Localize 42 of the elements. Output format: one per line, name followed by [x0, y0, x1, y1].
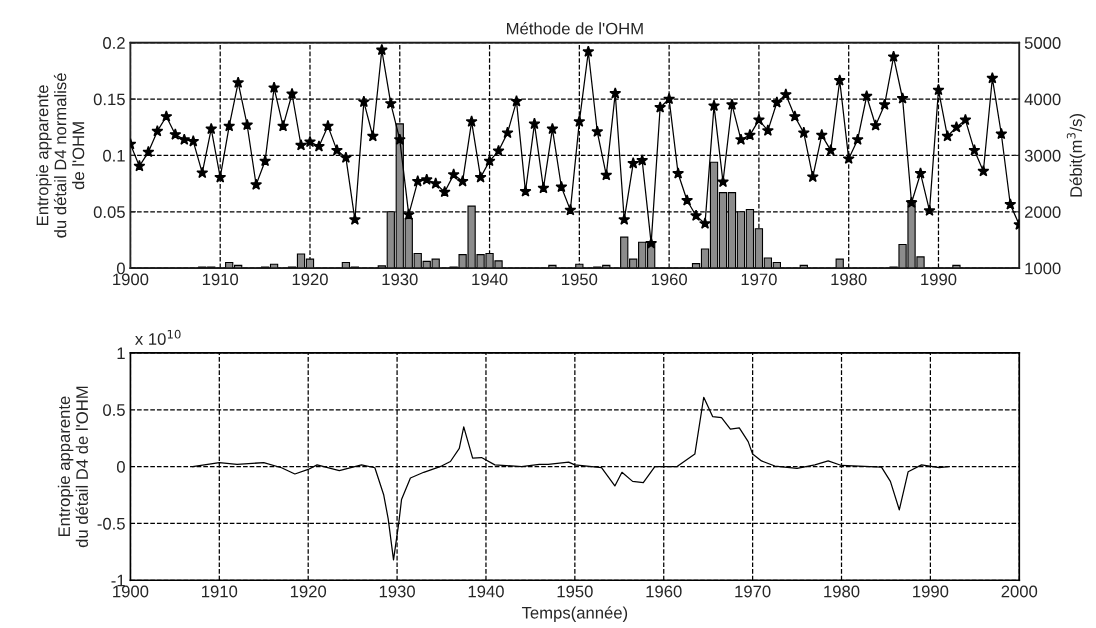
x-tick-label: 1970 — [735, 585, 771, 598]
x-tick-label: 1950 — [557, 585, 593, 598]
x-tick-label: 1990 — [913, 585, 949, 598]
y-tick-label: 0.1 — [103, 149, 125, 162]
y2-tick-label: 1000 — [1025, 262, 1061, 275]
x-axis-title: Temps(année) — [521, 606, 628, 622]
text: x 10$^{10}$ — [135, 329, 181, 345]
y-tick-label: 0 — [116, 262, 125, 275]
x-tick-label: 1930 — [379, 585, 415, 598]
x-tick-label: 1910 — [202, 585, 238, 598]
x-tick-label: 1960 — [651, 273, 688, 286]
chart-title: Méthode de l'OHM — [507, 22, 643, 35]
x-tick-label: 1950 — [562, 273, 598, 286]
y2-tick-label: 3000 — [1024, 149, 1061, 162]
x-tick-label: 1930 — [382, 273, 418, 286]
y2-tick-label: 4000 — [1024, 93, 1061, 106]
x-tick-label: 1920 — [290, 585, 327, 598]
x-tick-label: 1990 — [921, 273, 957, 286]
y2-tick-label: 2000 — [1024, 206, 1061, 218]
y-axis-title: Entropie apparente du détail D4 normalisé de l'OHM — [36, 73, 85, 238]
y-tick-label: -1 — [111, 574, 125, 587]
y-tick-label: 0.15 — [93, 93, 125, 106]
y-tick-label: 0.5 — [103, 404, 125, 416]
x-tick-label: 1920 — [292, 273, 328, 286]
x-tick-label: 1980 — [824, 585, 860, 598]
x-tick-label: 1940 — [468, 585, 504, 598]
y-tick-label: 0.05 — [93, 206, 125, 218]
y-tick-label: -0.5 — [97, 517, 125, 530]
x-tick-label: 1960 — [646, 585, 682, 598]
x-tick-label: 2000 — [1001, 585, 1038, 598]
y-tick-label: 0 — [116, 461, 125, 473]
y2-tick-label: 5000 — [1024, 37, 1061, 49]
y2-axis-title: Débit(m$^{3}$/s) — [1066, 114, 1086, 197]
y-tick-label: 1 — [117, 347, 125, 359]
y-axis-title: Entropie apparente du détail D4 de l'OHM — [57, 386, 88, 548]
y-tick-label: 0.2 — [103, 37, 125, 49]
x-tick-label: 1940 — [472, 273, 508, 286]
x-tick-label: 1980 — [831, 273, 867, 286]
x-tick-label: 1970 — [741, 273, 777, 286]
x-tick-label: 1910 — [202, 273, 239, 286]
x-tick-label: 1900 — [113, 585, 149, 598]
x-tick-label: 1900 — [113, 273, 149, 286]
